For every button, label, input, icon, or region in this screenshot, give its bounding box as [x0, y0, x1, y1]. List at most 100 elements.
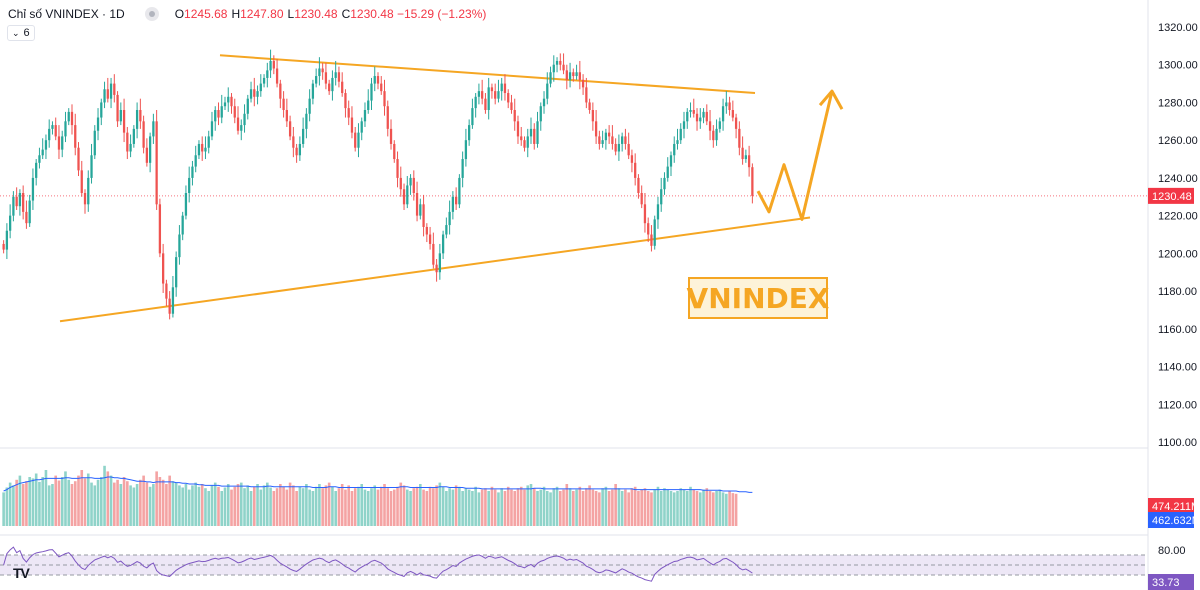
- candle-body: [425, 226, 428, 235]
- volume-bar: [438, 482, 442, 526]
- candle-body: [516, 121, 520, 137]
- candle-body: [145, 147, 149, 163]
- candle-body: [217, 110, 220, 118]
- volume-bar: [685, 491, 689, 526]
- volume-bar: [425, 491, 429, 526]
- candle-body: [249, 89, 253, 99]
- volume-bar: [633, 486, 637, 526]
- candle-body: [393, 143, 396, 160]
- volume-bar: [171, 481, 175, 526]
- candle-body: [484, 98, 487, 110]
- volume-bar: [233, 486, 237, 526]
- volume-bar: [448, 488, 451, 526]
- candle-body: [494, 91, 497, 99]
- volume-bar: [340, 484, 344, 526]
- volume-bar: [666, 489, 670, 526]
- volume-bar: [217, 486, 220, 526]
- volume-bar: [90, 482, 93, 526]
- volume-bar: [712, 492, 715, 526]
- candle-body: [181, 215, 184, 235]
- rsi-last-label-bg: [1148, 574, 1194, 590]
- candle-body: [262, 77, 266, 84]
- candle-body: [367, 100, 370, 110]
- candle-body: [129, 143, 132, 152]
- candle-body: [207, 136, 210, 148]
- candle-body: [285, 110, 288, 122]
- candle-body: [373, 76, 376, 84]
- high-value: 1247.80: [240, 7, 284, 21]
- symbol-title[interactable]: Chỉ số VNINDEX · 1D: [8, 7, 125, 21]
- volume-bar: [106, 471, 110, 526]
- candle-body: [272, 60, 275, 69]
- candle-body: [565, 70, 568, 80]
- close-value: 1230.48 −15.29 (−1.23%): [350, 7, 487, 21]
- candle-body: [100, 102, 103, 118]
- candle-body: [396, 159, 399, 178]
- candle-body: [236, 117, 240, 131]
- candle-body: [197, 143, 201, 156]
- volume-bar: [389, 491, 393, 526]
- candle-body: [18, 193, 22, 207]
- candle-body: [627, 143, 630, 156]
- candle-body: [702, 111, 705, 118]
- volume-bar: [327, 482, 331, 526]
- candle-body: [311, 83, 315, 99]
- candle-body: [601, 140, 604, 144]
- candle-body: [673, 143, 676, 156]
- low-value: 1230.48: [294, 7, 338, 21]
- volume-bar: [370, 488, 373, 526]
- candle-body: [122, 110, 126, 133]
- candle-body: [715, 128, 718, 141]
- candle-body: [64, 121, 67, 137]
- candle-body: [695, 113, 699, 122]
- candle-body: [168, 298, 171, 314]
- volume-bar: [197, 486, 201, 526]
- rsi-line: [3, 546, 753, 582]
- volume-bar: [5, 487, 9, 526]
- volume-bar: [435, 485, 438, 526]
- price-tick-label: 1220.00: [1158, 211, 1198, 223]
- volume-bar: [243, 488, 246, 526]
- candle-body: [432, 243, 435, 265]
- candle-body: [93, 130, 96, 156]
- candle-body: [660, 189, 663, 205]
- price-tick-label: 1180.00: [1158, 286, 1197, 298]
- indicators-toggle[interactable]: ⌄ 6: [7, 25, 35, 41]
- open-value: 1245.68: [184, 7, 228, 21]
- candle-body: [718, 121, 721, 129]
- candle-body: [692, 110, 695, 114]
- volume-bar: [12, 485, 15, 526]
- volume-bar: [285, 489, 289, 526]
- volume-bar: [34, 473, 38, 526]
- volume-bar: [480, 489, 484, 526]
- candle-body: [220, 106, 223, 118]
- candle-body: [41, 149, 44, 156]
- candle-body: [54, 125, 57, 137]
- candle-body: [451, 196, 455, 212]
- candle-body: [324, 72, 328, 84]
- volume-bar: [122, 477, 126, 526]
- candle-body: [48, 128, 51, 141]
- trendline: [219, 54, 756, 95]
- candle-body: [598, 136, 601, 144]
- volume-bar: [135, 484, 139, 526]
- candle-body: [233, 106, 236, 118]
- volume-bar: [432, 488, 435, 526]
- projection-zigzag: [756, 90, 834, 221]
- candle-body: [321, 68, 324, 73]
- tradingview-logo-icon[interactable]: TV: [13, 565, 30, 581]
- candle-body: [435, 264, 438, 273]
- candle-body: [305, 113, 308, 129]
- candle-body: [201, 143, 204, 152]
- candle-body: [80, 170, 83, 193]
- volume-bar: [412, 488, 416, 526]
- candle-body: [666, 166, 669, 178]
- candle-body: [415, 193, 419, 216]
- volume-bar: [568, 488, 572, 526]
- volume-bar: [288, 482, 292, 526]
- candle-body: [503, 83, 507, 94]
- volume-bar: [653, 489, 657, 526]
- candle-body: [578, 72, 581, 80]
- volume-bar: [506, 486, 510, 526]
